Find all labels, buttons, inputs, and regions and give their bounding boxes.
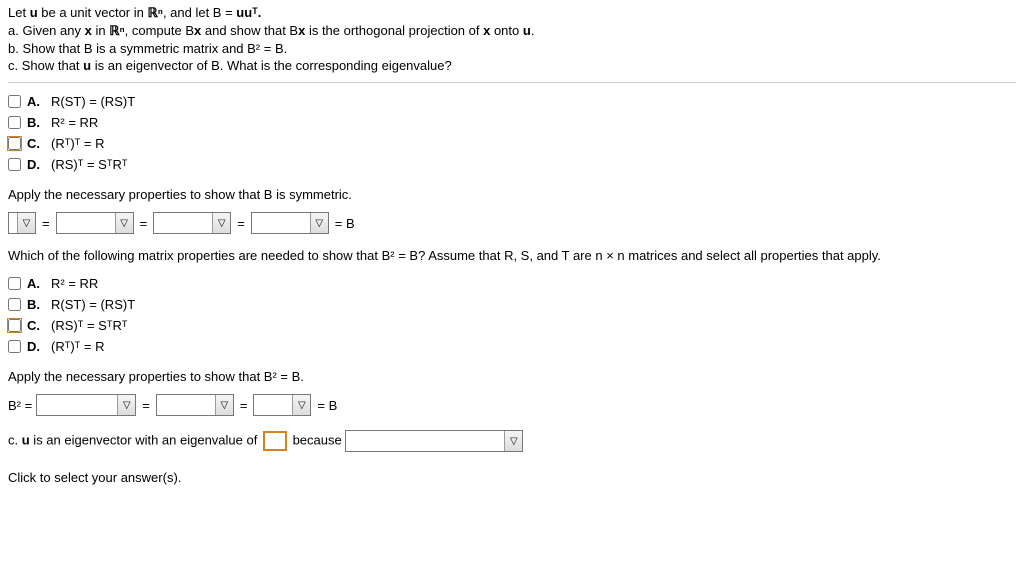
choice-2a[interactable]: A. R² = RR (8, 273, 1016, 294)
checkbox-1b[interactable] (8, 116, 21, 129)
choice-expr: R² = RR (51, 115, 98, 130)
chevron-down-icon: ▽ (215, 395, 233, 415)
choice-letter: C. (27, 318, 43, 333)
choice-expr: (RS)ᵀ = SᵀRᵀ (51, 318, 127, 333)
equation-row-1: ▽ = ▽ = ▽ = ▽ = B (8, 212, 1016, 234)
dropdown-1-1[interactable]: ▽ (8, 212, 36, 234)
choice-1b[interactable]: B. R² = RR (8, 112, 1016, 133)
divider (8, 82, 1016, 83)
choice-letter: A. (27, 94, 43, 109)
footer-instruction: Click to select your answer(s). (8, 470, 1016, 485)
header-line-b: b. Show that B is a symmetric matrix and… (8, 40, 1016, 57)
header-line-a: a. Given any x in ℝⁿ, compute Bx and sho… (8, 22, 1016, 40)
choice-expr: R(ST) = (RS)T (51, 297, 135, 312)
chevron-down-icon: ▽ (17, 213, 35, 233)
equals-sign: = (142, 398, 150, 413)
dropdown-1-3[interactable]: ▽ (153, 212, 231, 234)
choice-2d[interactable]: D. (Rᵀ)ᵀ = R (8, 336, 1016, 357)
dropdown-2-2[interactable]: ▽ (156, 394, 234, 416)
choice-letter: B. (27, 297, 43, 312)
choice-letter: B. (27, 115, 43, 130)
checkbox-2d[interactable] (8, 340, 21, 353)
choice-letter: D. (27, 157, 43, 172)
dropdown-1-2[interactable]: ▽ (56, 212, 134, 234)
chevron-down-icon: ▽ (310, 213, 328, 233)
choice-1d[interactable]: D. (RS)ᵀ = SᵀRᵀ (8, 154, 1016, 175)
dropdown-2-1[interactable]: ▽ (36, 394, 136, 416)
choice-2b[interactable]: B. R(ST) = (RS)T (8, 294, 1016, 315)
choice-expr: (Rᵀ)ᵀ = R (51, 339, 105, 354)
b-squared-prefix: B² = (8, 398, 32, 413)
choice-expr: R² = RR (51, 276, 98, 291)
part-c-statement: c. u is an eigenvector with an eigenvalu… (8, 430, 1016, 452)
dropdown-reason[interactable]: ▽ (345, 430, 523, 452)
equals-b: = B (317, 398, 337, 413)
chevron-down-icon: ▽ (117, 395, 135, 415)
choice-2c[interactable]: C. (RS)ᵀ = SᵀRᵀ (8, 315, 1016, 336)
chevron-down-icon: ▽ (292, 395, 310, 415)
header-line-1: Let u be a unit vector in ℝⁿ, and let B … (8, 4, 1016, 22)
choice-list-2: A. R² = RR B. R(ST) = (RS)T C. (RS)ᵀ = S… (8, 273, 1016, 357)
choice-expr: R(ST) = (RS)T (51, 94, 135, 109)
chevron-down-icon: ▽ (115, 213, 133, 233)
choice-letter: C. (27, 136, 43, 151)
dropdown-2-3[interactable]: ▽ (253, 394, 311, 416)
instruction-3: Apply the necessary properties to show t… (8, 369, 1016, 384)
equals-sign: = (42, 216, 50, 231)
dropdown-1-4[interactable]: ▽ (251, 212, 329, 234)
checkbox-1a[interactable] (8, 95, 21, 108)
checkbox-2b[interactable] (8, 298, 21, 311)
choice-1c[interactable]: C. (Rᵀ)ᵀ = R (8, 133, 1016, 154)
equals-sign: = (237, 216, 245, 231)
checkbox-2c[interactable] (8, 319, 21, 332)
chevron-down-icon: ▽ (504, 431, 522, 451)
eigenvalue-input[interactable] (263, 431, 287, 451)
choice-expr: (Rᵀ)ᵀ = R (51, 136, 105, 151)
equals-sign: = (140, 216, 148, 231)
equals-b: = B (335, 216, 355, 231)
chevron-down-icon: ▽ (212, 213, 230, 233)
checkbox-2a[interactable] (8, 277, 21, 290)
instruction-2: Which of the following matrix properties… (8, 248, 1016, 263)
checkbox-1d[interactable] (8, 158, 21, 171)
header-line-c: c. Show that u is an eigenvector of B. W… (8, 57, 1016, 74)
instruction-1: Apply the necessary properties to show t… (8, 187, 1016, 202)
equation-row-2: B² = ▽ = ▽ = ▽ = B (8, 394, 1016, 416)
choice-list-1: A. R(ST) = (RS)T B. R² = RR C. (Rᵀ)ᵀ = R… (8, 91, 1016, 175)
equals-sign: = (240, 398, 248, 413)
choice-letter: D. (27, 339, 43, 354)
choice-expr: (RS)ᵀ = SᵀRᵀ (51, 157, 127, 172)
checkbox-1c[interactable] (8, 137, 21, 150)
choice-1a[interactable]: A. R(ST) = (RS)T (8, 91, 1016, 112)
problem-statement: Let u be a unit vector in ℝⁿ, and let B … (8, 4, 1016, 74)
choice-letter: A. (27, 276, 43, 291)
